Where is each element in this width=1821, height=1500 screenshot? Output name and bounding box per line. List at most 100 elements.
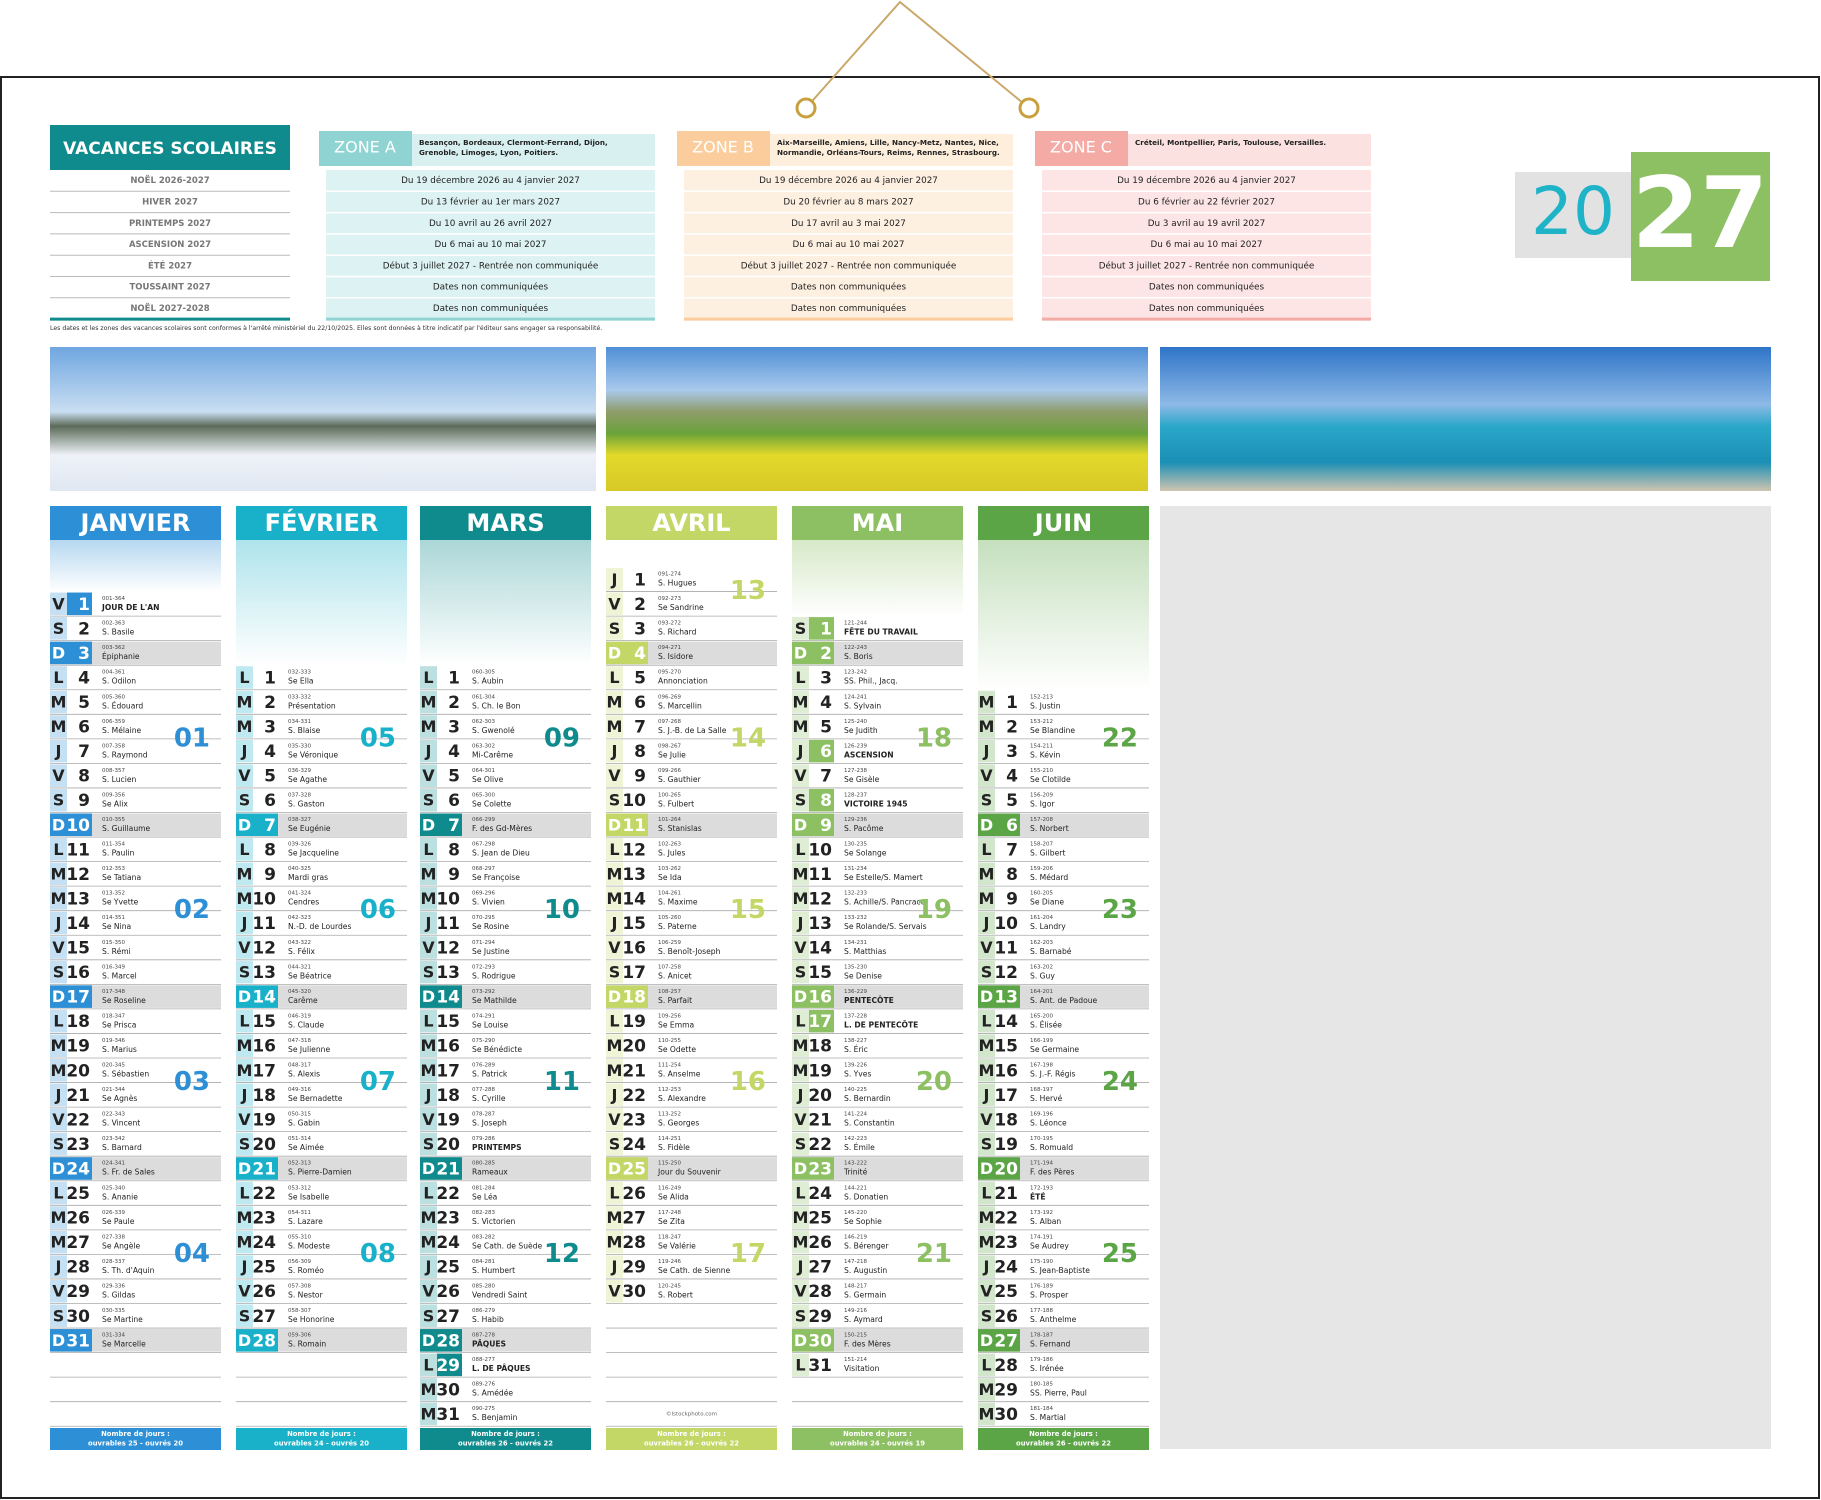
day-number: 19 (994, 1135, 1018, 1155)
day-code: 058-307 (288, 1308, 311, 1314)
weekday: D (52, 643, 65, 662)
day-number: 28 (622, 1233, 646, 1253)
day-code: 094-271 (658, 645, 681, 651)
day-number: 11 (66, 840, 90, 860)
weekday: S (609, 791, 621, 810)
period: ASCENSION 2027 (129, 240, 211, 250)
day-number: 24 (436, 1233, 460, 1253)
saint: S. Augustin (844, 1266, 887, 1275)
vacances-title-box (50, 125, 290, 170)
day-number-cell (253, 813, 278, 837)
saint: F. des Pères (1030, 1168, 1074, 1177)
saint: Se Nina (102, 922, 131, 931)
week-number: 19 (916, 895, 952, 925)
weekday: S (53, 791, 65, 810)
saint: S. Claude (288, 1020, 324, 1029)
saint: Se Honorine (288, 1315, 335, 1324)
weekday: M (607, 693, 623, 712)
saint: S. Paterne (658, 922, 697, 931)
saint: S. Mélaine (102, 726, 142, 735)
saint: S. Vivien (472, 898, 505, 907)
zone-name: ZONE B (692, 138, 754, 157)
day-number: 7 (448, 816, 460, 836)
day-number: 13 (66, 889, 90, 909)
day-code: 033-332 (288, 694, 311, 700)
month-name: MAI (852, 509, 903, 537)
weekday-cell (606, 936, 623, 959)
day-code: 174-191 (1030, 1234, 1053, 1240)
saint: S. Léonce (1030, 1119, 1067, 1128)
weekday-cell (978, 1329, 995, 1352)
day-code: 125-240 (844, 719, 867, 725)
zone-date: Début 3 juillet 2027 - Rentrée non commu… (741, 260, 957, 271)
saint: S. Bérenger (844, 1241, 889, 1250)
day-number: 30 (622, 1282, 646, 1302)
day-code: 018-347 (102, 1013, 125, 1019)
empty-panel (1160, 506, 1771, 1449)
day-number: 12 (66, 865, 90, 885)
weekday: D (794, 643, 807, 662)
weekday-cell (978, 1402, 995, 1426)
weekday-cell (792, 1304, 809, 1328)
day-code: 084-281 (472, 1259, 495, 1265)
weekday-cell (792, 1009, 809, 1033)
month-footer-text: Nombre de jours : (657, 1430, 726, 1438)
saint: SS. Phil., Jacq. (844, 677, 898, 686)
day-code: 077-288 (472, 1087, 495, 1093)
saint: S. Isidore (658, 652, 693, 661)
weekday: L (981, 840, 991, 859)
saint: F. des Gd-Mères (472, 824, 532, 833)
day-number: 30 (808, 1331, 832, 1351)
weekday: V (608, 938, 621, 957)
weekday-cell (978, 911, 995, 935)
weekday: M (51, 889, 67, 908)
weekday-cell (420, 1255, 437, 1278)
day-code: 106-259 (658, 940, 681, 946)
month-name: JUIN (1033, 509, 1092, 537)
weekday-cell (792, 617, 809, 640)
saint: S. Vincent (102, 1119, 140, 1128)
month-footer (50, 1428, 221, 1450)
saint: Se Agathe (288, 775, 327, 784)
day-number: 24 (994, 1258, 1018, 1278)
day-code: 124-241 (844, 694, 867, 700)
saint: S. Martial (1030, 1413, 1066, 1422)
day-number: 10 (252, 889, 276, 909)
day-code: 112-253 (658, 1087, 681, 1093)
zone-cities: Besançon, Bordeaux, Clermont-Ferrand, Di… (419, 138, 608, 157)
weekday: D (608, 987, 621, 1006)
saint: SS. Pierre, Paul (1030, 1389, 1087, 1398)
weekday: D (608, 815, 621, 834)
weekday: J (983, 913, 990, 932)
day-code: 063-302 (472, 743, 495, 749)
weekday-cell (236, 1132, 253, 1156)
day-code: 012-353 (102, 866, 125, 872)
day-number: 11 (252, 914, 276, 934)
day-number: 28 (252, 1331, 276, 1351)
weekday-cell (606, 1157, 623, 1180)
day-number: 27 (252, 1307, 276, 1327)
day-code: 170-195 (1030, 1136, 1053, 1142)
weekday-cell (420, 1157, 437, 1180)
day-code: 172-193 (1030, 1185, 1053, 1191)
day-number: 2 (634, 595, 646, 615)
weekday: S (981, 791, 993, 810)
saint: S. Gilbert (1030, 849, 1065, 858)
weekday: L (423, 840, 433, 859)
saint: Se Paule (102, 1217, 135, 1226)
day-number: 7 (820, 767, 832, 787)
weekday: V (794, 938, 807, 957)
day-number: 14 (436, 988, 460, 1008)
day-code: 027-338 (102, 1234, 125, 1240)
day-number: 23 (808, 1159, 832, 1179)
weekday-cell (50, 1329, 67, 1352)
weekday: V (52, 938, 65, 957)
day-code: 156-209 (1030, 792, 1053, 798)
day-number-cell (623, 1157, 648, 1180)
weekday-cell (606, 911, 623, 935)
day-number: 19 (252, 1110, 276, 1130)
weekday-cell (236, 666, 253, 689)
day-code: 116-249 (658, 1185, 681, 1191)
day-code: 105-260 (658, 915, 681, 921)
